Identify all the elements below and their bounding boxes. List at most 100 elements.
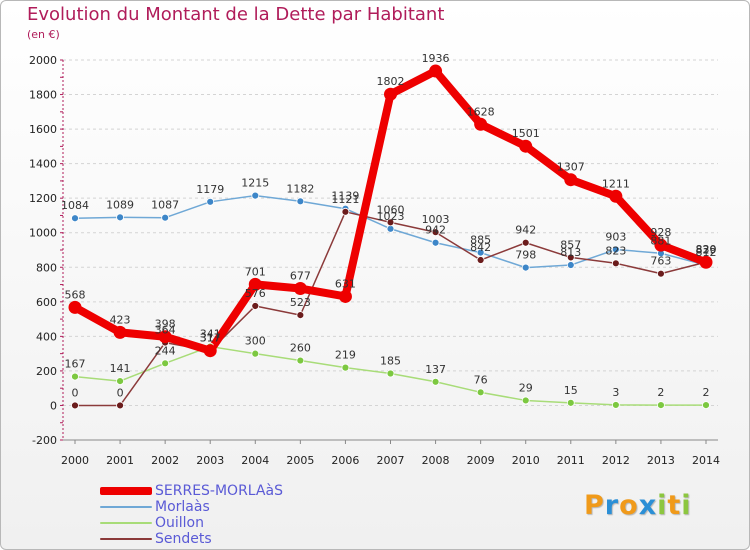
data-label: 829 — [696, 243, 717, 256]
data-label: 1023 — [377, 210, 405, 223]
data-label: 1936 — [422, 52, 450, 65]
data-label: 568 — [65, 288, 86, 301]
data-point — [384, 87, 397, 101]
data-point — [699, 255, 713, 269]
data-label: 398 — [155, 318, 176, 331]
data-point — [116, 377, 124, 386]
data-point — [158, 330, 172, 344]
data-point — [71, 214, 79, 223]
data-label: 141 — [110, 362, 131, 375]
data-label: 1089 — [106, 198, 134, 211]
data-label: 576 — [245, 287, 266, 300]
y-tick-label: 1200 — [29, 192, 57, 205]
x-tick-label: 2008 — [422, 454, 450, 467]
data-point — [611, 259, 620, 268]
x-tick-label: 2000 — [61, 454, 89, 467]
data-point — [474, 117, 488, 131]
data-label: 2 — [703, 386, 710, 399]
data-point — [566, 261, 575, 269]
legend-label: Sendets — [155, 531, 212, 547]
x-tick-label: 2010 — [512, 454, 540, 467]
data-point — [251, 349, 260, 358]
data-label: 1139 — [331, 190, 359, 203]
data-label: 1215 — [241, 177, 269, 190]
data-label: 1084 — [61, 199, 89, 212]
x-tick-label: 2005 — [286, 454, 314, 467]
data-label: 813 — [560, 246, 581, 259]
x-tick-label: 2006 — [331, 454, 359, 467]
data-point — [293, 282, 307, 296]
y-tick-label: 600 — [36, 296, 57, 309]
data-label: 364 — [155, 324, 176, 337]
y-tick-label: 400 — [36, 330, 57, 343]
data-point — [386, 224, 395, 233]
data-point — [338, 289, 352, 303]
data-point — [341, 363, 350, 372]
logo-letter: i — [681, 490, 692, 521]
logo-letter: r — [604, 490, 620, 521]
data-point — [657, 269, 665, 278]
data-label: 137 — [425, 363, 446, 376]
y-tick-label: 1000 — [29, 227, 57, 240]
data-point — [521, 396, 530, 405]
data-point — [251, 302, 260, 310]
data-point — [521, 238, 530, 247]
legend-label: Ouillon — [155, 515, 204, 531]
data-point — [611, 401, 620, 409]
logo-letter: i — [657, 490, 668, 521]
data-label: 1179 — [196, 183, 224, 196]
data-point — [161, 213, 170, 222]
data-label: 1307 — [557, 161, 585, 174]
data-label: 823 — [605, 244, 626, 257]
x-tick-label: 2004 — [241, 454, 269, 467]
x-tick-label: 2003 — [196, 454, 224, 467]
data-label: 300 — [245, 335, 266, 348]
data-label: 928 — [650, 226, 671, 239]
x-tick-label: 2014 — [692, 454, 720, 467]
data-label: 812 — [696, 246, 717, 259]
data-label: 1003 — [422, 213, 450, 226]
data-point — [431, 238, 440, 247]
data-label: 423 — [110, 313, 131, 326]
x-tick-label: 2002 — [151, 454, 179, 467]
data-point — [203, 344, 217, 358]
data-point — [476, 388, 485, 397]
y-tick-label: -200 — [32, 434, 57, 447]
data-point — [248, 277, 262, 291]
y-tick-label: 200 — [36, 365, 57, 378]
data-label: 903 — [605, 230, 626, 243]
data-point — [702, 401, 710, 410]
data-point — [431, 228, 440, 237]
data-label: 185 — [380, 355, 401, 368]
legend-label: Morlaàs — [155, 499, 210, 515]
data-label: 1182 — [286, 182, 314, 195]
data-point — [68, 300, 82, 314]
data-label: 1802 — [377, 75, 405, 88]
data-point — [251, 191, 260, 200]
data-point — [113, 325, 127, 339]
data-label: 317 — [200, 332, 221, 345]
legend-swatch — [100, 522, 152, 524]
x-tick-label: 2007 — [377, 454, 405, 467]
data-label: 881 — [650, 234, 671, 247]
data-label: 219 — [335, 349, 356, 362]
data-point — [386, 369, 395, 378]
data-label: 167 — [65, 358, 86, 371]
data-label: 857 — [560, 238, 581, 251]
data-label: 0 — [117, 386, 124, 399]
x-tick-label: 2012 — [602, 454, 630, 467]
data-label: 1211 — [602, 177, 630, 190]
data-point — [611, 245, 620, 254]
data-point — [476, 256, 485, 264]
logo-letter: t — [667, 490, 682, 521]
legend-label: SERRES-MORLAàS — [155, 483, 283, 499]
data-label: 260 — [290, 342, 311, 355]
data-point — [386, 218, 395, 227]
y-tick-label: 0 — [50, 399, 57, 412]
data-point — [341, 207, 350, 216]
data-label: 2 — [657, 386, 664, 399]
page-title: Evolution du Montant de la Dette par Hab… — [27, 4, 445, 25]
data-point — [116, 213, 124, 222]
